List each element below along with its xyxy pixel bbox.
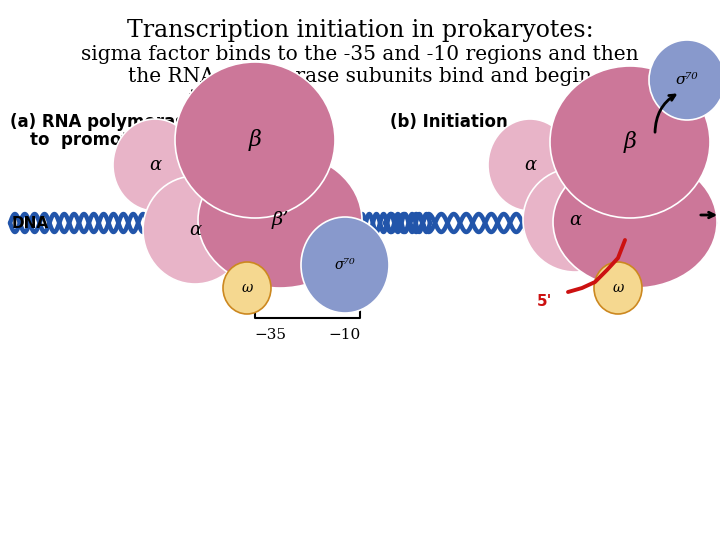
Text: σ⁷⁰: σ⁷⁰	[675, 73, 698, 87]
Text: σ⁷⁰: σ⁷⁰	[335, 258, 356, 272]
Ellipse shape	[550, 66, 710, 218]
Text: β: β	[624, 131, 636, 153]
Text: Transcription initiation in prokaryotes:: Transcription initiation in prokaryotes:	[127, 18, 593, 42]
Ellipse shape	[198, 152, 362, 288]
Text: β: β	[248, 129, 261, 151]
Text: to  promoter: to promoter	[30, 131, 149, 149]
Text: α: α	[149, 156, 161, 174]
Ellipse shape	[594, 262, 642, 314]
Text: α: α	[189, 221, 201, 239]
Text: the RNA polymerase subunits bind and begin: the RNA polymerase subunits bind and beg…	[128, 66, 592, 85]
Ellipse shape	[175, 62, 335, 218]
Text: transcription: transcription	[188, 89, 322, 107]
Text: −10: −10	[329, 328, 361, 342]
Ellipse shape	[649, 40, 720, 120]
Text: ω: ω	[612, 281, 624, 295]
Text: Fig 12.7: Fig 12.7	[572, 89, 648, 107]
Ellipse shape	[301, 217, 389, 313]
Ellipse shape	[143, 176, 247, 284]
Text: (b) Initiation: (b) Initiation	[390, 113, 508, 131]
Text: α: α	[524, 156, 536, 174]
Ellipse shape	[113, 119, 197, 211]
Text: −35: −35	[254, 328, 286, 342]
Ellipse shape	[523, 168, 627, 272]
Text: sigma factor binds to the -35 and -10 regions and then: sigma factor binds to the -35 and -10 re…	[81, 44, 639, 64]
Text: (a) RNA polymerase binding: (a) RNA polymerase binding	[10, 113, 272, 131]
Text: ω: ω	[241, 281, 253, 295]
Text: β’: β’	[271, 211, 289, 229]
Ellipse shape	[488, 119, 572, 211]
Ellipse shape	[553, 156, 717, 288]
Ellipse shape	[223, 262, 271, 314]
Text: α: α	[569, 211, 581, 229]
Text: DNA: DNA	[12, 215, 49, 231]
Text: 5': 5'	[537, 294, 553, 309]
